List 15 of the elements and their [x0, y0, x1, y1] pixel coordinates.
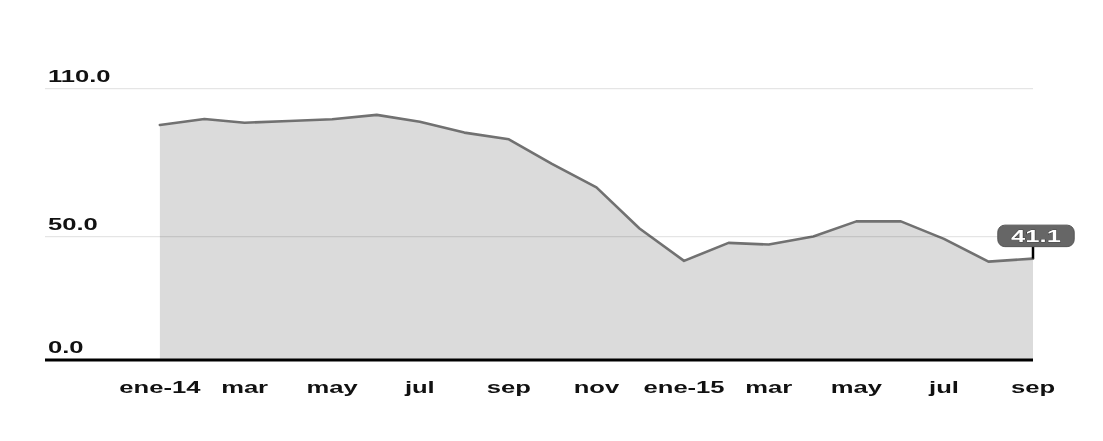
x-tick-label: nov [573, 378, 620, 397]
x-tick-label: mar [745, 378, 793, 397]
y-tick-label: 110.0 [48, 67, 111, 86]
x-tick-label: jul [403, 378, 435, 397]
x-tick-label: mar [221, 378, 269, 397]
x-tick-label: sep [1010, 378, 1056, 397]
x-tick-label: sep [486, 378, 531, 397]
y-tick-label: 0.0 [48, 338, 84, 357]
data-label: 41.1 [1011, 227, 1062, 246]
x-tick-label: jul [927, 378, 959, 397]
x-tick-label: may [306, 378, 358, 397]
y-tick-label: 50.0 [48, 215, 98, 234]
x-tick-label: ene-14 [119, 378, 201, 397]
x-tick-label: may [830, 378, 883, 397]
x-tick-label: ene-15 [643, 378, 725, 397]
